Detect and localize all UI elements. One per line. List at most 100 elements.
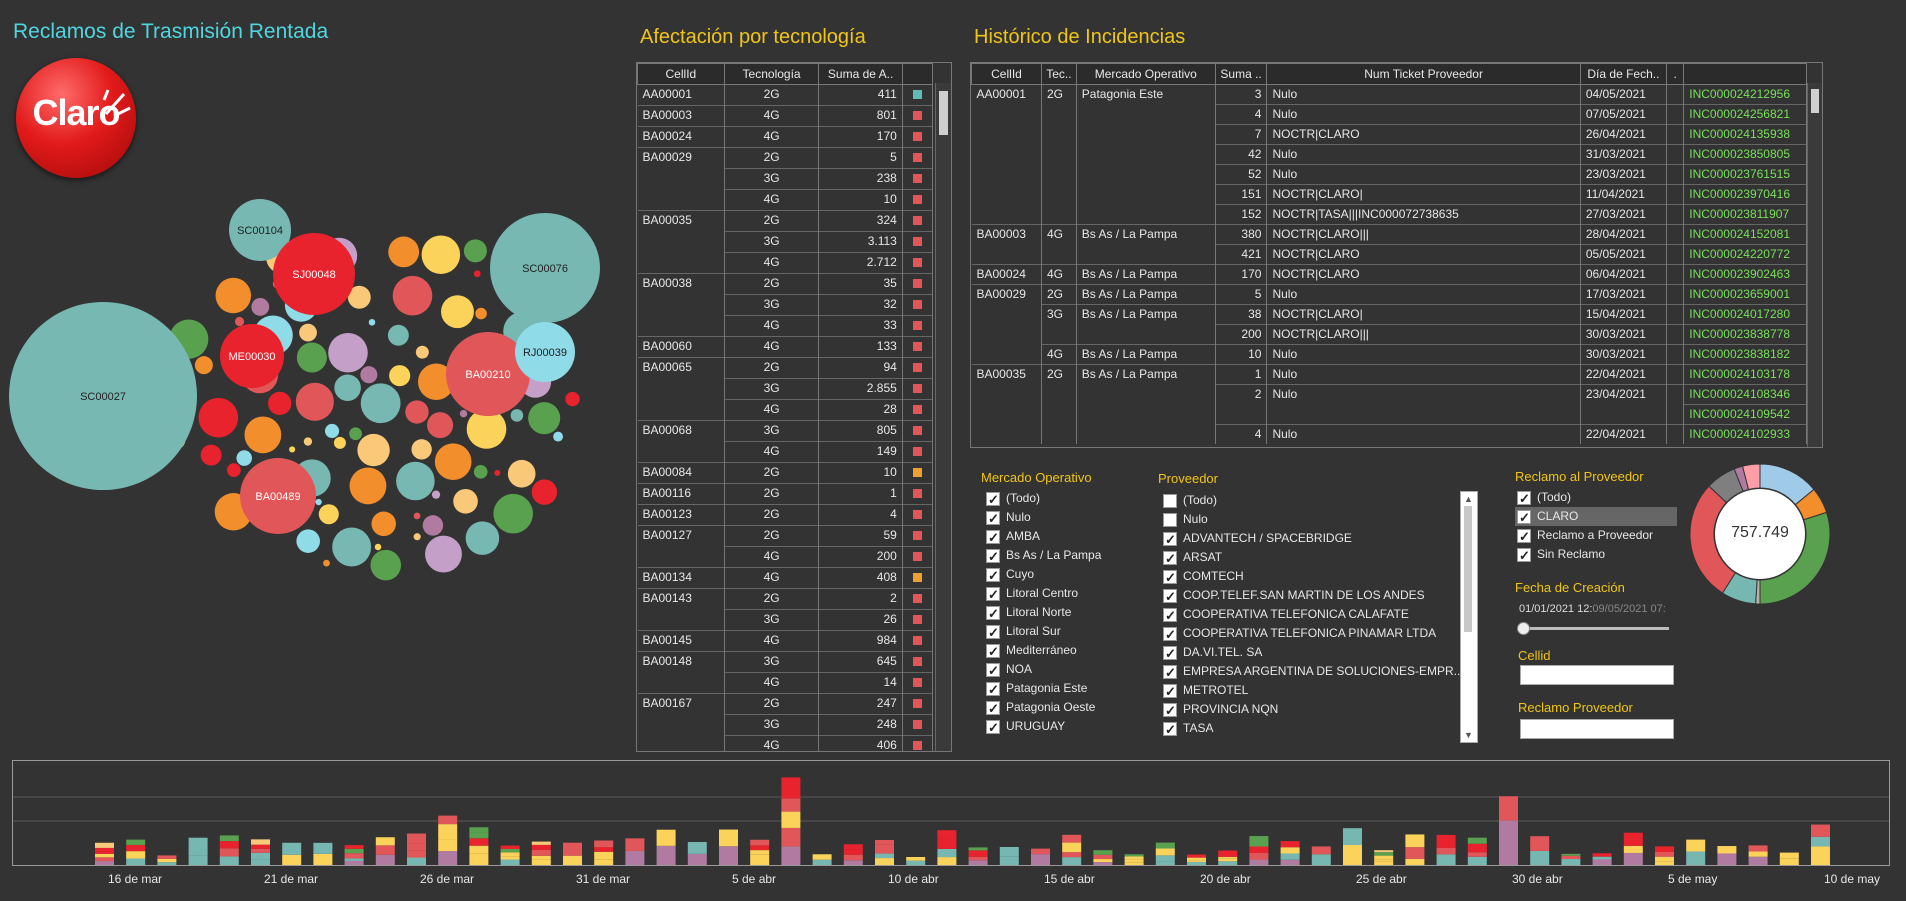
bubble[interactable] — [388, 236, 420, 268]
bubble-sc00104[interactable] — [229, 199, 291, 261]
checkbox[interactable] — [986, 566, 1000, 585]
timeline-bar-segment[interactable] — [875, 853, 894, 859]
timeline-bar-segment[interactable] — [875, 858, 894, 865]
bubble[interactable] — [510, 409, 524, 422]
timeline-bar-segment[interactable] — [251, 844, 270, 849]
hist-row[interactable]: 4 Nulo 22/04/2021 INC000024102933 — [971, 424, 1807, 444]
scroll-down-icon[interactable]: ▼ — [1464, 730, 1473, 740]
timeline-bar-segment[interactable] — [500, 859, 520, 865]
checkbox[interactable] — [1517, 489, 1531, 508]
col-suma[interactable]: Suma .. — [1214, 63, 1268, 85]
bubble[interactable] — [347, 285, 371, 309]
fecha-slider-track[interactable] — [1521, 627, 1669, 630]
timeline-bar-segment[interactable] — [1623, 832, 1643, 846]
bubble[interactable] — [465, 521, 500, 555]
hist-row[interactable]: 52 Nulo 23/03/2021 INC000023761515 — [971, 164, 1807, 185]
hist-row[interactable]: 152 NOCTR|TASA|||INC000072738635 27/03/202… — [971, 204, 1807, 225]
bubble[interactable] — [415, 345, 429, 359]
timeline-bar-segment[interactable] — [937, 838, 957, 849]
tech-row[interactable]: 4G 149 — [637, 441, 934, 463]
hist-row[interactable]: BA00029 2G Bs As / La Pampa 5 Nulo 17/03/2021… — [971, 284, 1807, 305]
timeline-bar-segment[interactable] — [812, 859, 832, 865]
bubble[interactable] — [466, 409, 507, 449]
timeline-bar-segment[interactable] — [999, 846, 1019, 857]
hist-row[interactable]: 3G Bs As / La Pampa 38 NOCTR|CLARO| 15/04/20… — [971, 304, 1807, 325]
timeline-bar-segment[interactable] — [344, 853, 364, 859]
bubble[interactable] — [405, 400, 429, 424]
tech-row[interactable]: BA00148 3G 645 — [637, 651, 934, 673]
timeline-bar-segment[interactable] — [1748, 845, 1768, 852]
timeline-bar-segment[interactable] — [1811, 846, 1830, 865]
tech-row[interactable]: 4G 406 — [637, 735, 934, 751]
timeline-bar-segment[interactable] — [1467, 856, 1487, 865]
timeline-bar-segment[interactable] — [1031, 848, 1050, 855]
checkbox[interactable] — [1163, 625, 1177, 644]
timeline-bar-segment[interactable] — [1530, 850, 1550, 865]
bubble[interactable] — [332, 527, 372, 567]
checkbox[interactable] — [1163, 682, 1177, 701]
col-mercado[interactable]: Mercado Operativo — [1075, 63, 1216, 85]
filter-option[interactable]: Nulo — [1161, 510, 1461, 529]
timeline-bar-segment[interactable] — [407, 843, 426, 851]
bubble[interactable] — [328, 332, 368, 373]
timeline-bar-segment[interactable] — [1311, 846, 1331, 855]
hist-row[interactable]: 7 NOCTR|CLARO 26/04/2021 INC000024135938 — [971, 124, 1807, 145]
timeline-bar-segment[interactable] — [968, 850, 988, 857]
timeline-bar-segment[interactable] — [95, 847, 114, 854]
bubble[interactable] — [528, 402, 561, 435]
timeline-bar-segment[interactable] — [1218, 852, 1238, 857]
col-cellid[interactable]: CellId — [971, 63, 1042, 85]
bubble[interactable] — [422, 515, 444, 536]
filter-reclamo[interactable]: (Todo) CLARO Reclamo a Proveedor Sin Reclam… — [1515, 488, 1677, 565]
timeline-bar-segment[interactable] — [251, 859, 270, 865]
tech-row[interactable]: BA00143 2G 2 — [637, 588, 934, 610]
timeline-bar-segment[interactable] — [1592, 853, 1612, 857]
tech-row[interactable]: 3G 3.113 — [637, 231, 934, 253]
timeline-bar-segment[interactable] — [313, 853, 333, 865]
filter-option[interactable]: ARSAT — [1161, 548, 1461, 568]
bubble[interactable] — [473, 270, 481, 278]
checkbox[interactable] — [1163, 663, 1177, 682]
timeline-bar-segment[interactable] — [500, 848, 520, 853]
timeline-bar-segment[interactable] — [126, 858, 146, 865]
bubble[interactable] — [333, 436, 346, 449]
col-suma[interactable]: Suma de A.. — [818, 63, 903, 85]
timeline-bar-segment[interactable] — [438, 824, 458, 840]
tech-row[interactable]: 4G 10 — [637, 189, 934, 211]
bubble[interactable] — [453, 488, 478, 514]
timeline-bar-segment[interactable] — [531, 841, 551, 845]
hist-row[interactable]: 4 Nulo 07/05/2021 INC000024256821 — [971, 104, 1807, 125]
timeline-bar-segment[interactable] — [469, 838, 489, 846]
tech-row[interactable]: 3G 32 — [637, 294, 934, 316]
filter-option[interactable]: Litoral Sur — [984, 622, 1134, 642]
checkbox[interactable] — [986, 585, 1000, 604]
timeline-bar-segment[interactable] — [1062, 857, 1082, 865]
bubble[interactable] — [370, 549, 402, 581]
hist-scroll-thumb[interactable] — [1811, 89, 1819, 113]
col-ticket[interactable]: Num Ticket Proveedor — [1266, 63, 1581, 85]
checkbox[interactable] — [986, 490, 1000, 509]
filter-option[interactable]: TASA — [1161, 719, 1461, 739]
timeline-bar-segment[interactable] — [500, 852, 520, 857]
timeline-bar-segment[interactable] — [531, 849, 551, 856]
timeline-bar-segment[interactable] — [1187, 857, 1206, 861]
bubble[interactable] — [360, 383, 401, 424]
timeline-bar-segment[interactable] — [1561, 855, 1581, 860]
timeline-bar-segment[interactable] — [1155, 848, 1175, 856]
timeline-bar-segment[interactable] — [469, 853, 489, 865]
timeline-bar-segment[interactable] — [1155, 842, 1175, 849]
timeline-bar-segment[interactable] — [1093, 862, 1113, 865]
filter-option[interactable]: COMTECH — [1161, 567, 1461, 587]
timeline-bar-segment[interactable] — [1155, 855, 1175, 862]
bubble[interactable] — [315, 498, 322, 506]
timeline-bar-segment[interactable] — [1249, 859, 1269, 865]
bubble[interactable] — [396, 461, 435, 501]
timeline-bar-segment[interactable] — [1499, 796, 1518, 821]
filter-option[interactable]: NOA — [984, 660, 1134, 680]
bubble[interactable] — [268, 391, 292, 416]
timeline-bar-segment[interactable] — [687, 853, 707, 865]
bubble[interactable] — [507, 459, 536, 488]
timeline-bar-segment[interactable] — [344, 845, 364, 849]
checkbox[interactable] — [986, 547, 1000, 566]
timeline-bar-segment[interactable] — [126, 839, 146, 845]
